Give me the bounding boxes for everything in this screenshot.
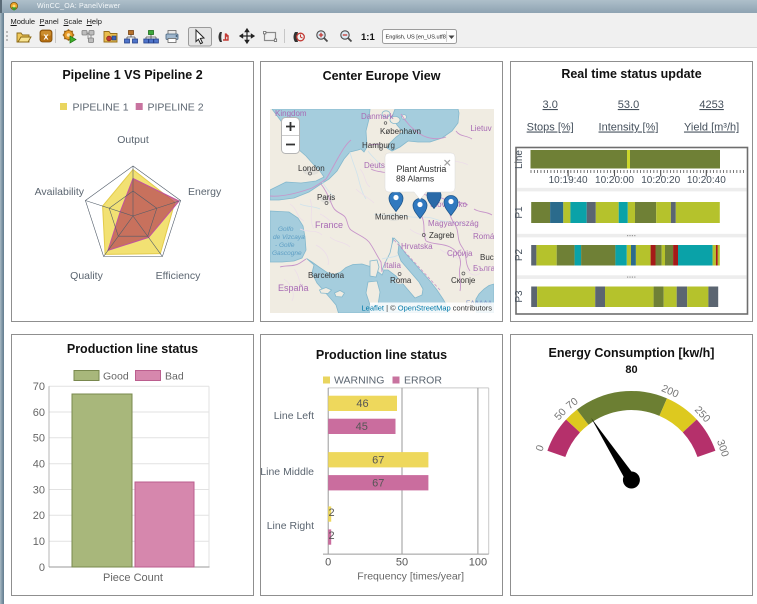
- svg-text:PIPELINE 2: PIPELINE 2: [148, 102, 204, 114]
- svg-text:ERROR: ERROR: [404, 375, 442, 387]
- svg-text:Italia: Italia: [384, 261, 401, 270]
- svg-text:Magyarország: Magyarország: [428, 219, 479, 228]
- svg-text:Zagreb: Zagreb: [429, 231, 455, 240]
- svg-text:3.0: 3.0: [543, 99, 558, 111]
- svg-text:46: 46: [356, 398, 368, 410]
- svg-text:WARNING: WARNING: [334, 375, 384, 387]
- svg-text:x: x: [43, 32, 48, 42]
- svg-text:Скопје: Скопје: [451, 276, 476, 285]
- svg-text:Good: Good: [103, 371, 129, 383]
- svg-text:67: 67: [372, 478, 384, 490]
- svg-text:10:20:40: 10:20:40: [687, 175, 726, 186]
- svg-text:Buc: Buc: [480, 253, 494, 262]
- svg-text:10:20:20: 10:20:20: [641, 175, 680, 186]
- svg-text:Hamburg: Hamburg: [362, 141, 395, 150]
- svg-text:53.0: 53.0: [618, 99, 639, 111]
- svg-text:30: 30: [33, 484, 45, 496]
- svg-text:Piece Count: Piece Count: [103, 572, 163, 584]
- svg-text:0: 0: [325, 557, 331, 569]
- svg-text:Barcelona: Barcelona: [308, 271, 345, 280]
- svg-text:France: France: [315, 220, 343, 230]
- svg-text:München: München: [375, 213, 408, 222]
- svg-text:0: 0: [39, 562, 45, 574]
- svg-text:2: 2: [328, 507, 334, 519]
- svg-text:0: 0: [534, 443, 547, 453]
- svg-text:Leaflet | © OpenStreetMap cont: Leaflet | © OpenStreetMap contributors: [362, 304, 493, 313]
- svg-text:Bad: Bad: [165, 371, 184, 383]
- svg-text:Quality: Quality: [70, 270, 103, 282]
- svg-text:Lietuv: Lietuv: [470, 124, 491, 133]
- svg-text:40: 40: [33, 459, 45, 471]
- svg-text:P1: P1: [514, 206, 525, 219]
- svg-text:1:1: 1:1: [361, 32, 375, 43]
- svg-text:2: 2: [328, 530, 334, 542]
- svg-text:Gascogne: Gascogne: [272, 250, 302, 257]
- svg-text:50: 50: [396, 557, 408, 569]
- svg-text:Hrvatska: Hrvatska: [401, 242, 433, 251]
- svg-text:20: 20: [33, 510, 45, 522]
- svg-text:Line Right: Line Right: [267, 520, 314, 532]
- svg-text:España: España: [278, 283, 309, 293]
- svg-text:Yield [m³/h]: Yield [m³/h]: [684, 122, 739, 134]
- svg-text:English, US [en_US.utf8]: English, US [en_US.utf8]: [386, 35, 448, 41]
- svg-text:P3: P3: [514, 290, 525, 303]
- svg-text:10:20:00: 10:20:00: [595, 175, 634, 186]
- svg-text:4253: 4253: [699, 99, 723, 111]
- svg-text:Line Left: Line Left: [274, 410, 314, 422]
- svg-text:Србија: Србија: [447, 249, 473, 258]
- svg-text:London: London: [298, 164, 325, 173]
- svg-text:Danmark: Danmark: [361, 112, 394, 121]
- svg-text:Intensity [%]: Intensity [%]: [599, 122, 659, 134]
- svg-text:København: København: [380, 127, 421, 136]
- svg-text:Plant Austria: Plant Austria: [397, 164, 447, 174]
- svg-text:10:19:40: 10:19:40: [549, 175, 588, 186]
- svg-text:- Golfe: - Golfe: [275, 242, 295, 249]
- svg-text:Line Middle: Line Middle: [261, 466, 314, 478]
- svg-text:100: 100: [469, 557, 487, 569]
- svg-text:Line: Line: [514, 150, 525, 169]
- svg-text:60: 60: [33, 407, 45, 419]
- svg-text:50: 50: [33, 433, 45, 445]
- svg-text:Roma: Roma: [390, 276, 412, 285]
- svg-text:PIPELINE 1: PIPELINE 1: [73, 102, 129, 114]
- svg-text:45: 45: [356, 421, 368, 433]
- svg-text:Output: Output: [117, 134, 149, 146]
- svg-text:Romá: Romá: [473, 232, 494, 241]
- svg-text:Stops [%]: Stops [%]: [527, 122, 574, 134]
- svg-text:Бълга: Бълга: [473, 264, 494, 273]
- svg-text:67: 67: [372, 455, 384, 467]
- svg-text:Energy: Energy: [188, 186, 222, 198]
- svg-text:de Vizcaya: de Vizcaya: [273, 234, 305, 241]
- svg-text:300: 300: [714, 438, 731, 459]
- svg-text:Efficiency: Efficiency: [156, 270, 201, 282]
- svg-text:Golfo: Golfo: [278, 226, 294, 233]
- svg-text:Kingdom: Kingdom: [275, 109, 307, 118]
- svg-text:88 Alarms: 88 Alarms: [396, 174, 434, 184]
- svg-text:Paris: Paris: [317, 193, 335, 202]
- svg-text:70: 70: [33, 381, 45, 393]
- svg-text:Availability: Availability: [35, 186, 85, 198]
- svg-text:P2: P2: [514, 248, 525, 261]
- svg-text:10: 10: [33, 536, 45, 548]
- svg-text:Frequency [times/year]: Frequency [times/year]: [357, 571, 464, 583]
